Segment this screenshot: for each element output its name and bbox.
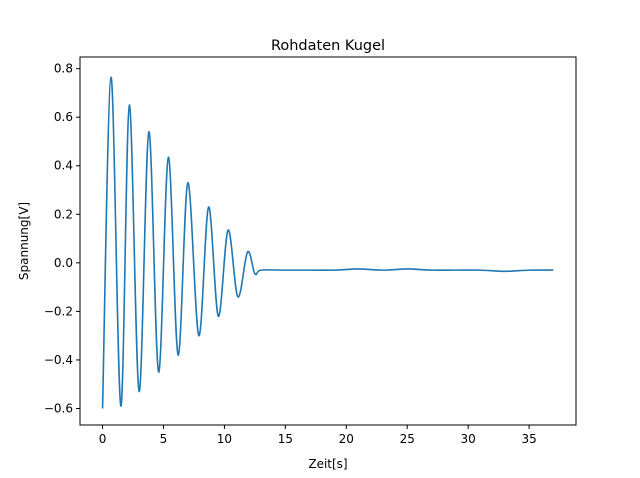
x-tick-label: 20	[339, 432, 354, 446]
x-tick-label: 10	[217, 432, 232, 446]
x-axis: 0 5 10 15 20 25 30 35	[99, 425, 537, 446]
y-tick-label: −0.2	[44, 304, 73, 318]
y-tick-label: 0.0	[54, 256, 73, 270]
x-tick-label: 30	[461, 432, 476, 446]
y-tick-label: −0.4	[44, 353, 73, 367]
x-tick-label: 25	[400, 432, 415, 446]
plot-area	[101, 76, 554, 409]
x-tick-label: 5	[160, 432, 168, 446]
x-tick-label: 0	[99, 432, 107, 446]
chart-title: Rohdaten Kugel	[271, 38, 385, 54]
y-tick-label: 0.2	[54, 207, 73, 221]
axes-frame	[79, 56, 577, 426]
y-axis-label: Spannung[V]	[17, 202, 31, 280]
y-tick-label: −0.6	[44, 401, 73, 415]
series-line-0	[101, 76, 554, 409]
y-axis: −0.6 −0.4 −0.2 0.0 0.2 0.4 0.6 0.8	[44, 62, 80, 415]
x-tick-label: 35	[521, 432, 536, 446]
x-axis-label: Zeit[s]	[308, 457, 347, 471]
y-tick-label: 0.4	[54, 159, 73, 173]
y-tick-label: 0.8	[54, 62, 73, 76]
y-tick-label: 0.6	[54, 110, 73, 124]
x-tick-label: 15	[278, 432, 293, 446]
